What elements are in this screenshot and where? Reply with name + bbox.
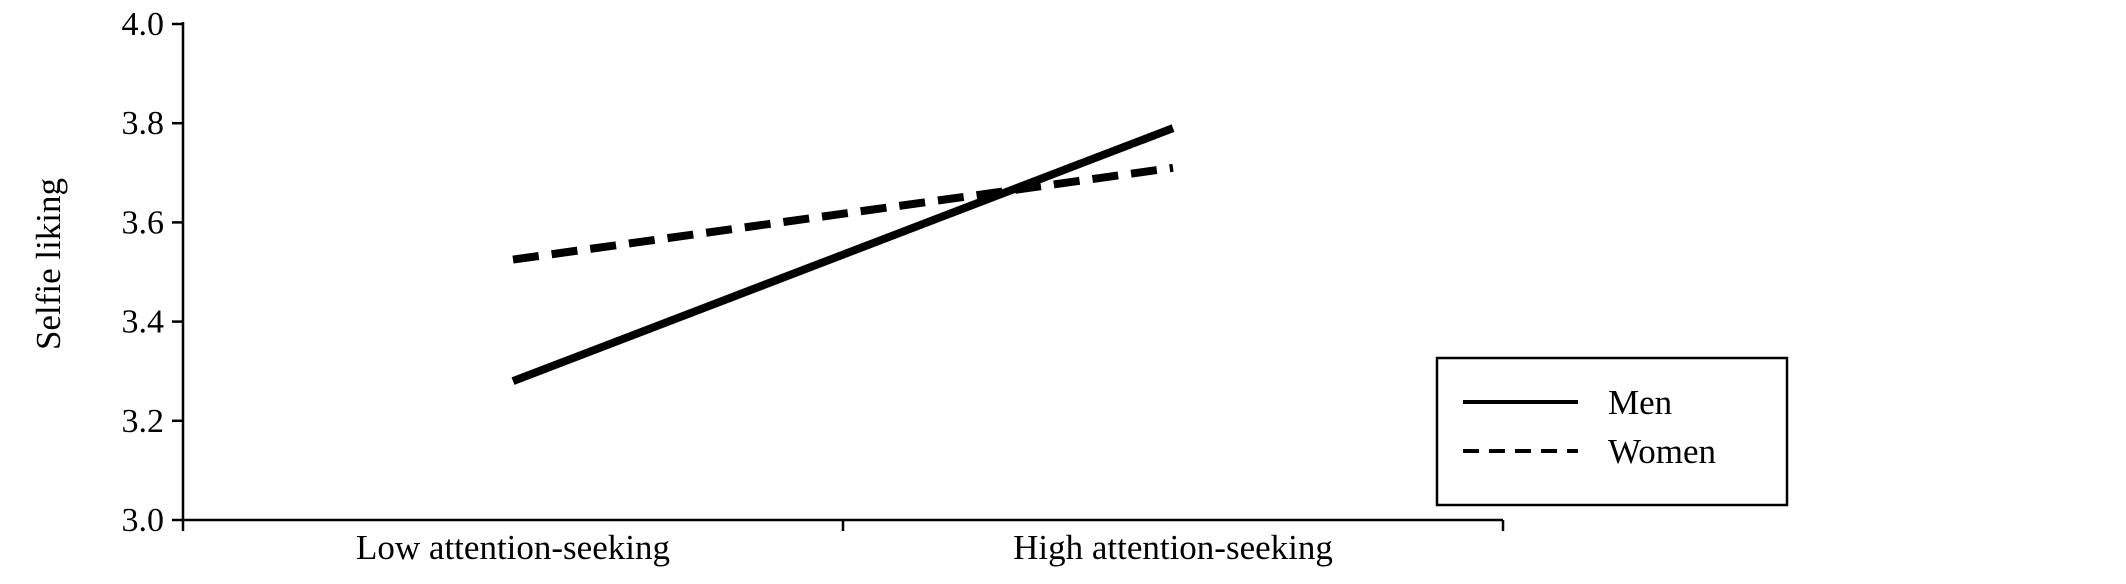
series-lines <box>511 124 1175 385</box>
y-tick-label: 3.8 <box>122 105 165 142</box>
legend-label-women: Women <box>1608 432 1716 471</box>
y-tick-label: 3.0 <box>122 502 165 539</box>
legend: Men Women <box>1435 356 1789 507</box>
legend-label-men: Men <box>1608 383 1672 422</box>
axes: 3.0 3.2 3.4 3.6 3.8 4.0 Low attention-seeking H… <box>122 6 1505 567</box>
series-line-men <box>511 124 1175 385</box>
legend-box <box>1435 356 1789 507</box>
y-axis-title: Selfie liking <box>29 178 68 350</box>
y-tick-label: 3.4 <box>122 304 165 341</box>
series-line-women <box>512 163 1174 264</box>
x-category-label: Low attention-seeking <box>356 528 670 567</box>
x-category-label: High attention-seeking <box>1013 528 1333 567</box>
y-tick-label: 4.0 <box>122 6 165 43</box>
y-tick-label: 3.2 <box>122 403 165 440</box>
y-tick-label: 3.6 <box>122 204 165 241</box>
